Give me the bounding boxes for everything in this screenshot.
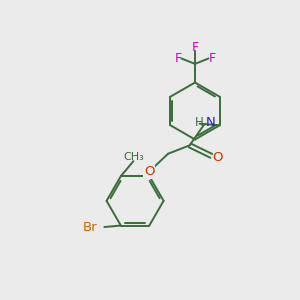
Text: O: O xyxy=(144,165,154,178)
Text: Br: Br xyxy=(83,220,98,233)
Text: N: N xyxy=(206,116,215,129)
Text: O: O xyxy=(144,165,154,178)
Text: H: H xyxy=(195,116,203,129)
Text: F: F xyxy=(191,41,199,54)
Text: F: F xyxy=(208,52,216,65)
Text: F: F xyxy=(174,52,182,65)
Text: CH₃: CH₃ xyxy=(124,152,144,162)
Text: O: O xyxy=(213,151,223,164)
